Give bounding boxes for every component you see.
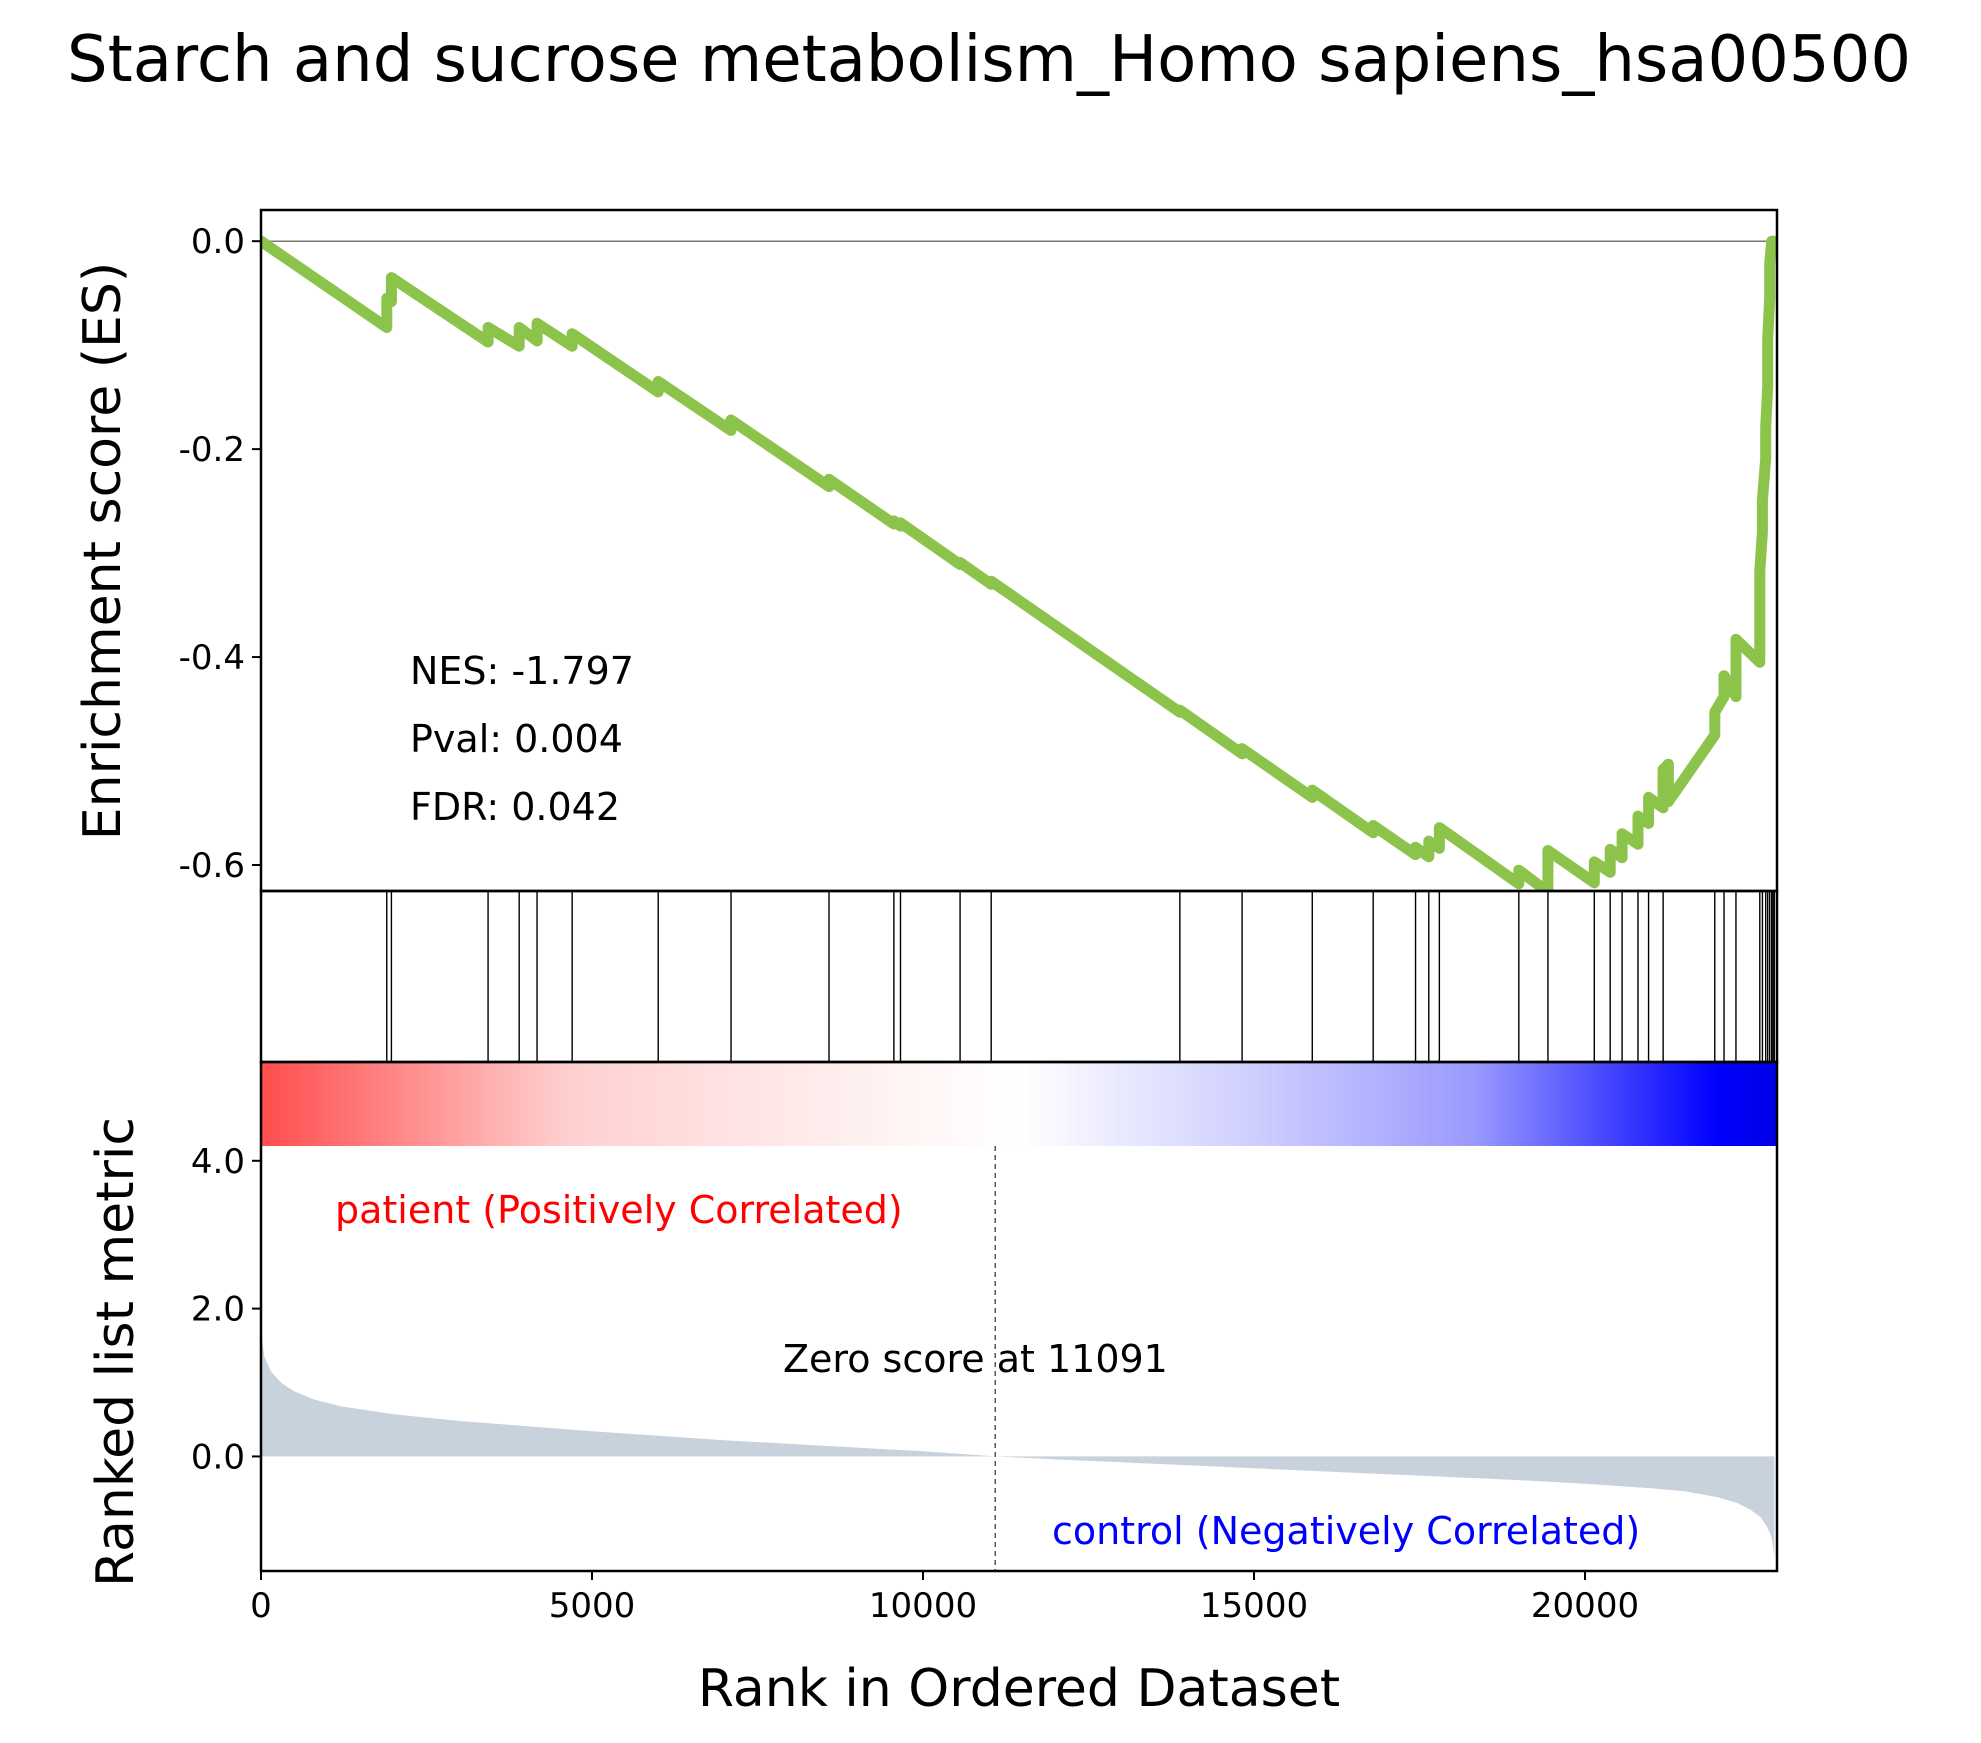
hit-markers (386, 891, 1776, 1062)
x-axis-label: Rank in Ordered Dataset (698, 1659, 1340, 1719)
x-tick-label: 10000 (869, 1586, 977, 1626)
x-tick-label: 20000 (1531, 1586, 1639, 1626)
x-tick-label: 0 (250, 1586, 272, 1626)
chart-title: Starch and sucrose metabolism_Homo sapie… (67, 23, 1911, 97)
stat-annotation: NES: -1.797 (410, 649, 634, 693)
es-y-tick-label: -0.4 (179, 638, 245, 678)
metric-y-tick-label: 0.0 (191, 1437, 245, 1477)
metric-y-tick-label: 4.0 (191, 1142, 245, 1182)
es-y-tick-label: -0.6 (179, 846, 245, 886)
metric-y-ticks: 4.0 2.0 0.0 (191, 1142, 261, 1477)
es-y-ticks: 0.0 -0.2 -0.4 -0.6 (179, 222, 261, 886)
negative-class-label: control (Negatively Correlated) (1052, 1509, 1640, 1553)
zero-score-label: Zero score at 11091 (783, 1337, 1168, 1381)
metric-y-axis-label: Ranked list metric (86, 1117, 146, 1587)
es-y-axis-label: Enrichment score (ES) (73, 262, 133, 840)
enrichment-panel: 0.0 -0.2 -0.4 -0.6 NES: -1.797 Pval: 0.004 FD… (73, 222, 1777, 891)
metric-y-tick-label: 2.0 (191, 1290, 245, 1330)
statistics-annotations: NES: -1.797 Pval: 0.004 FDR: 0.042 (410, 649, 634, 829)
ranked-metric-area (261, 1330, 1775, 1557)
es-y-tick-label: -0.2 (179, 430, 245, 470)
es-y-tick-label: 0.0 (191, 222, 245, 262)
x-tick-label: 15000 (1200, 1586, 1308, 1626)
ranked-metric-panel: 4.0 2.0 0.0 patient (Positively Correlated… (86, 1117, 1775, 1587)
enrichment-score-line (261, 235, 1777, 891)
stat-annotation: FDR: 0.042 (410, 785, 620, 829)
metric-frame (259, 1060, 1779, 1573)
positive-class-label: patient (Positively Correlated) (335, 1188, 903, 1232)
x-axis-ticks: 0 5000 10000 15000 20000 (250, 1571, 1639, 1626)
x-tick-label: 5000 (549, 1586, 636, 1626)
rank-color-bar (261, 1062, 1777, 1146)
stat-annotation: Pval: 0.004 (410, 717, 623, 761)
